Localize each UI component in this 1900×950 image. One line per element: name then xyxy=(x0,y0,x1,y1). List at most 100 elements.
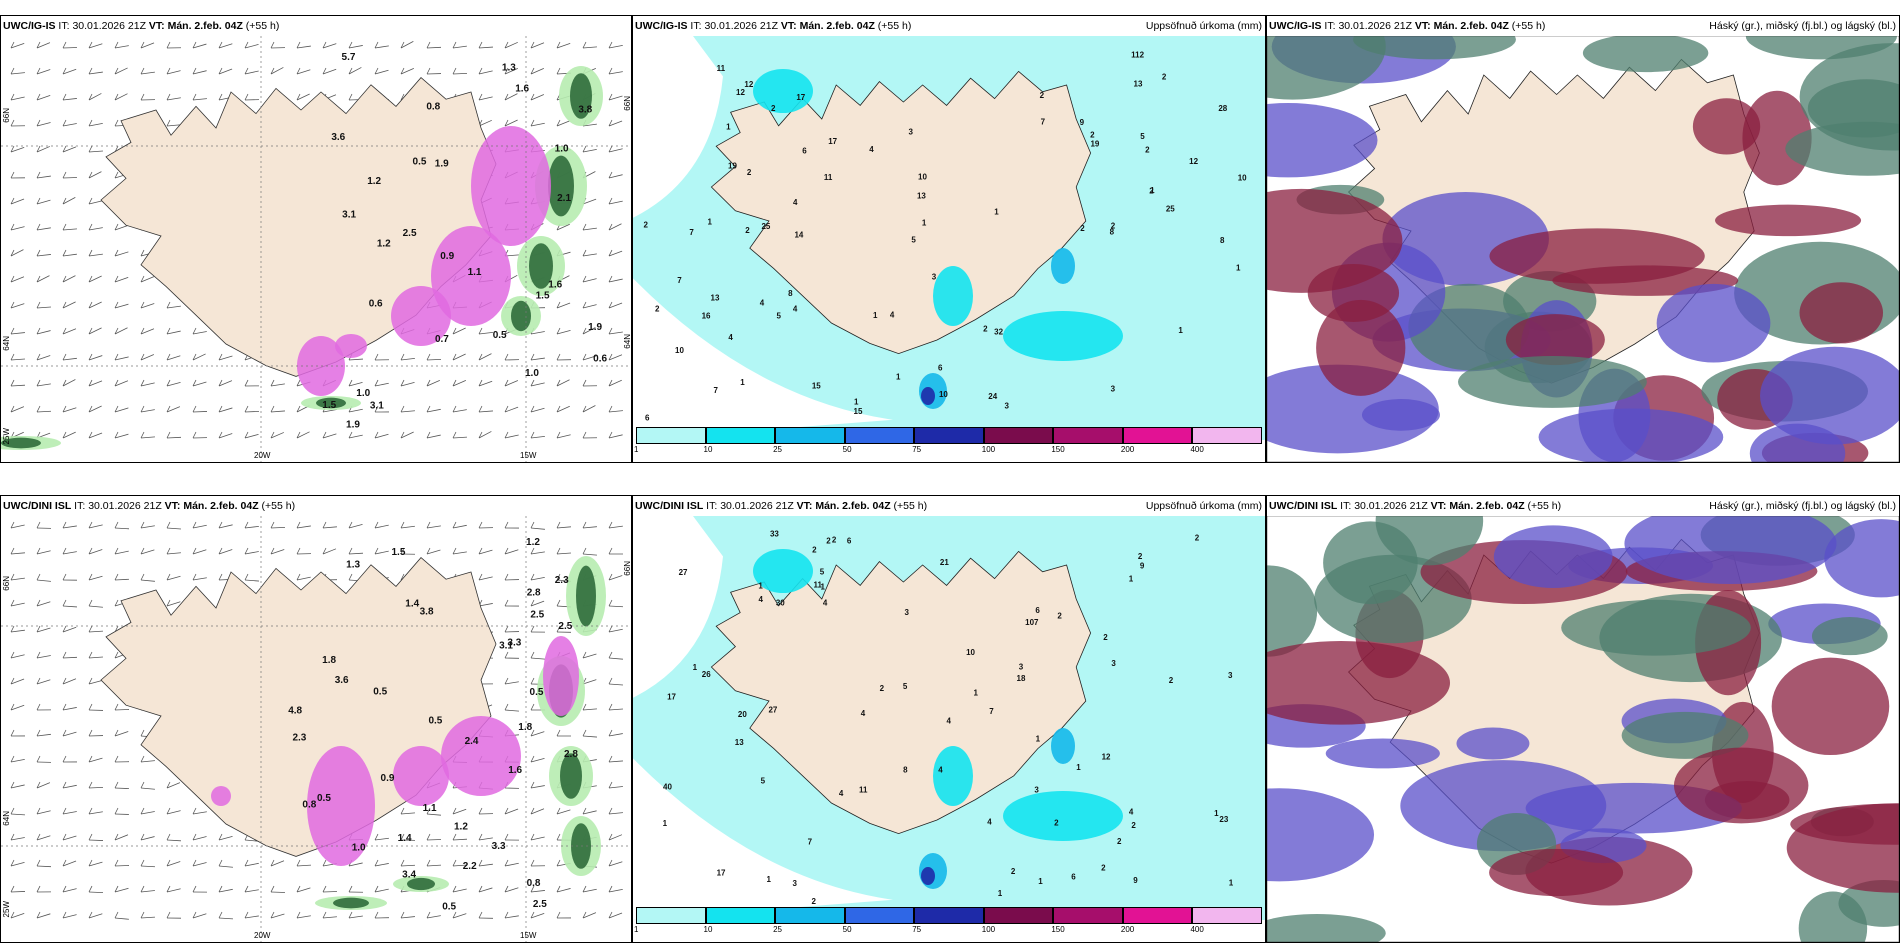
wind-barb-flag xyxy=(556,807,561,815)
wind-barb xyxy=(62,197,76,205)
wind-barb xyxy=(166,124,181,127)
wind-barb-flag xyxy=(62,353,67,361)
panel-header: UWC/DINI ISL IT: 30.01.2026 21Z VT: Mán.… xyxy=(1,496,631,516)
precip-area-heavy xyxy=(407,877,435,891)
wind-barb xyxy=(426,549,441,555)
precip-value-label: 5 xyxy=(911,235,916,244)
wind-barb-flag xyxy=(114,171,119,179)
precip-value-label: 1 xyxy=(998,889,1003,898)
wind-barb-flag xyxy=(114,729,119,737)
precip-area-heavy xyxy=(576,565,596,627)
cloud-area xyxy=(1799,43,1899,151)
wind-barb xyxy=(478,332,493,335)
wind-barb-flag xyxy=(218,67,223,75)
wind-barb xyxy=(530,836,545,841)
wind-barb xyxy=(504,434,519,439)
valid-time: Mán. 2.feb. 04Z xyxy=(183,500,259,512)
precip-value-label: 1 xyxy=(1076,763,1081,772)
wind-barb-flag xyxy=(62,833,67,841)
wind-barb xyxy=(530,890,545,893)
cloud-area xyxy=(1316,299,1406,396)
wind-barb-flag xyxy=(62,145,67,153)
wind-barb-flag xyxy=(504,353,509,361)
wind-barb xyxy=(608,812,623,815)
wind-barb-flag xyxy=(426,859,431,867)
wind-barb xyxy=(296,915,311,919)
wind-barb xyxy=(426,915,441,919)
cloud-area xyxy=(1267,788,1375,882)
precip-value-label: 4 xyxy=(1129,807,1134,816)
wind-barb xyxy=(88,200,103,205)
wind-barb-flag xyxy=(36,521,41,529)
precip-map: 3232432231311401712334242212321276254611… xyxy=(633,516,1265,920)
wind-barb xyxy=(478,380,493,387)
wind-barb xyxy=(10,406,25,413)
colorbar-tick-label: 75 xyxy=(912,925,922,934)
wind-barb-flag xyxy=(530,703,535,711)
wind-barb xyxy=(270,410,285,413)
precip-value-label: 12 xyxy=(1189,157,1198,166)
wind-barb-flag xyxy=(140,833,145,841)
wind-barb xyxy=(88,549,103,555)
wind-barb-flag xyxy=(36,573,41,581)
wind-barb-flag xyxy=(322,67,327,75)
wind-barb-flag xyxy=(426,431,431,439)
wind-barb-flag xyxy=(582,223,587,231)
wind-barb xyxy=(608,410,623,413)
wind-barb-flag xyxy=(62,547,67,555)
wind-barb-flag xyxy=(374,833,379,841)
init-time: 30.01.2026 21Z xyxy=(720,500,794,512)
precip-value-label: 2 xyxy=(1080,224,1085,233)
wind-barb xyxy=(192,524,207,529)
wind-barb xyxy=(244,839,259,842)
wind-barb xyxy=(88,327,102,335)
wind-barb xyxy=(478,46,493,49)
wind-barb xyxy=(114,865,130,867)
wind-barb xyxy=(400,864,416,867)
wind-barb-flag xyxy=(88,405,93,413)
wind-barb-flag xyxy=(36,41,41,49)
precip-value-label: 4.8 xyxy=(288,706,302,717)
wind-barb xyxy=(608,575,623,581)
wind-barb-flag xyxy=(608,327,613,335)
wind-barb xyxy=(296,864,311,867)
wind-barb xyxy=(582,405,596,413)
wind-barb-flag xyxy=(504,885,509,893)
cloud-area xyxy=(1811,617,1888,656)
wind-barb xyxy=(218,43,233,49)
wind-barb-flag xyxy=(88,911,93,919)
wind-barb xyxy=(88,227,103,231)
precip-value-label: 12 xyxy=(1102,752,1111,761)
wind-barb xyxy=(530,357,545,361)
precip-value-label: 25 xyxy=(1166,205,1175,214)
wind-barb xyxy=(608,278,623,283)
wind-barb-flag xyxy=(166,885,171,893)
precip-value-label: 2 xyxy=(1011,867,1016,876)
wind-barb xyxy=(530,407,545,413)
precip-value-label: 11 xyxy=(813,580,822,589)
precip-value-label: 2.2 xyxy=(463,861,477,872)
wind-barb xyxy=(348,408,363,413)
cloud-area xyxy=(1267,640,1450,725)
wind-barb-flag xyxy=(10,833,15,841)
precip-value-label: 4 xyxy=(793,305,798,314)
wind-barb-flag xyxy=(36,353,41,361)
precip-value-label: 2 xyxy=(1162,73,1167,82)
wind-barb-flag xyxy=(504,833,509,841)
wind-barb-flag xyxy=(296,911,301,919)
precip-value-label: 17 xyxy=(796,93,805,102)
wind-barb-flag xyxy=(114,119,119,127)
wind-barb-flag xyxy=(62,703,67,711)
wind-barb-flag xyxy=(244,41,249,49)
wind-barb-flag xyxy=(374,911,379,919)
wind-barb-flag xyxy=(218,41,223,49)
precip-area xyxy=(933,746,973,806)
cloud-area xyxy=(1267,914,1386,942)
wind-barb xyxy=(62,860,77,867)
precip-value-label: 3 xyxy=(932,272,937,281)
wind-barb xyxy=(556,329,571,335)
wind-barb xyxy=(166,330,181,335)
wind-barb-flag xyxy=(192,807,197,815)
wind-barb xyxy=(140,303,155,309)
wind-barb xyxy=(374,433,389,439)
